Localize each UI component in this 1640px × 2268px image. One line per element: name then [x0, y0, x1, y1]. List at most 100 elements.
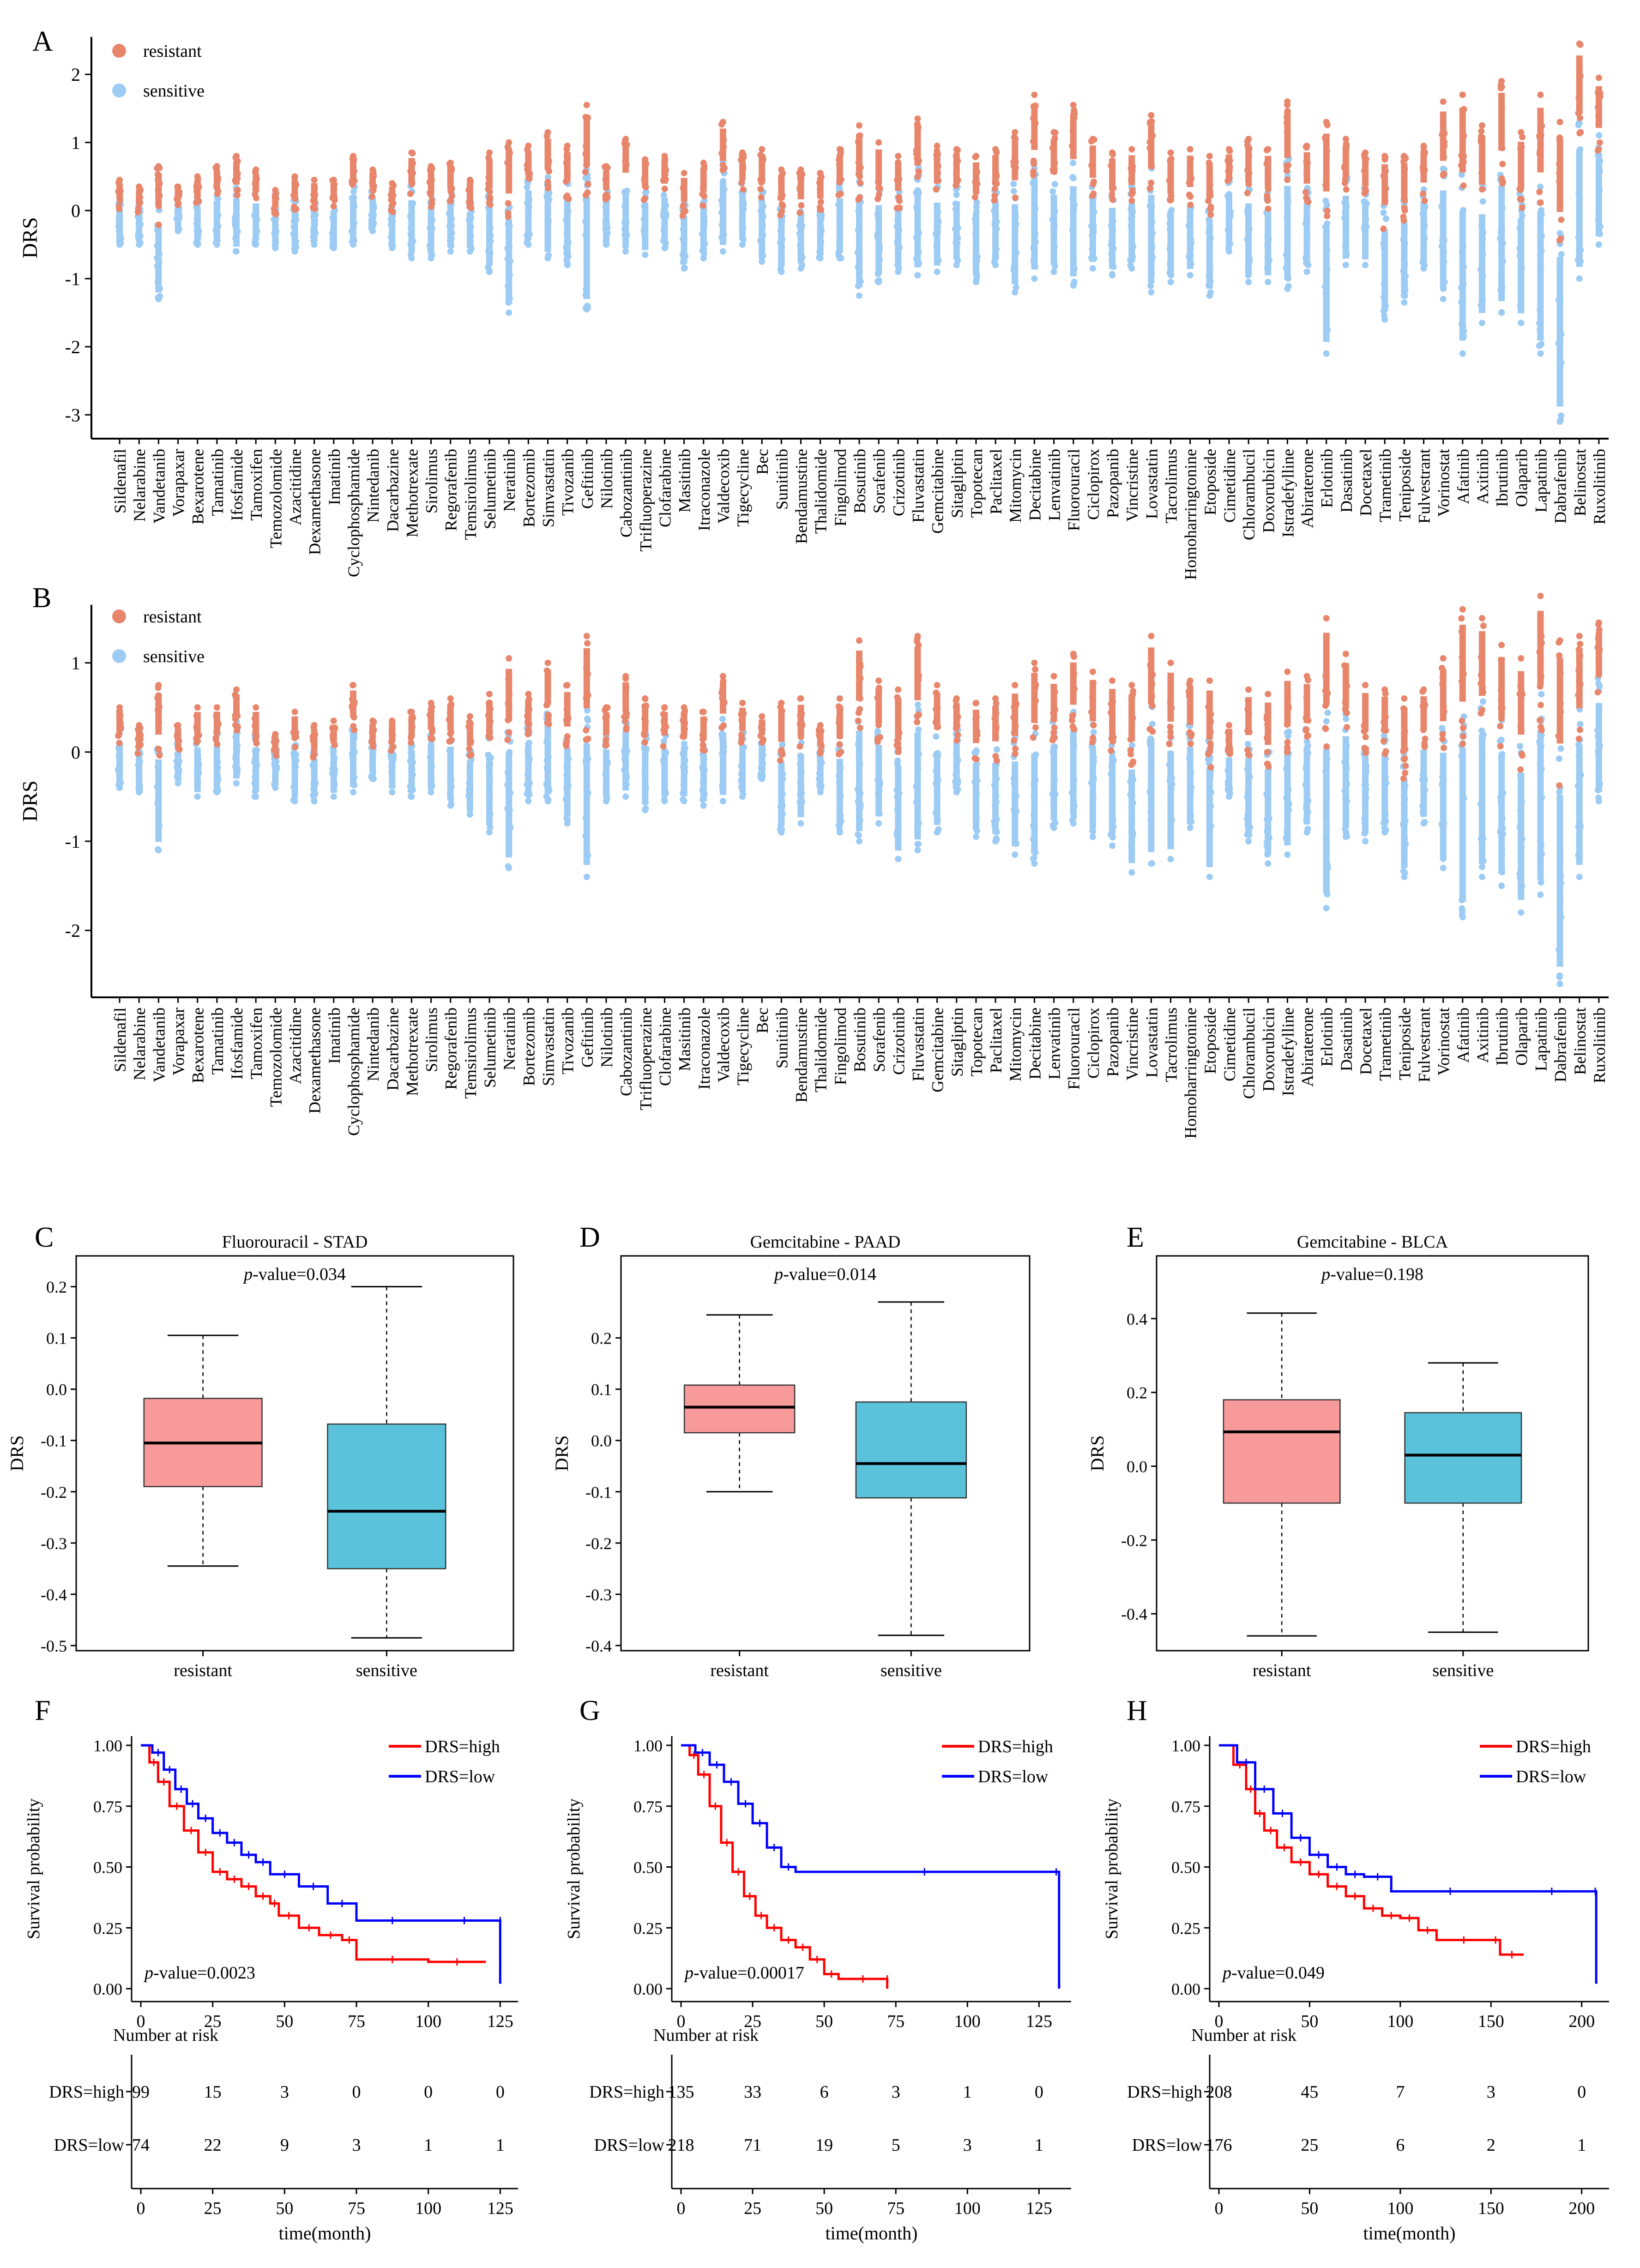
- drug-label-vincristine: Vincristine: [1123, 449, 1141, 522]
- drug-label-cimetidine: Cimetidine: [1220, 1007, 1239, 1081]
- sensitive-dot: [719, 798, 726, 804]
- sensitive-dot: [369, 205, 376, 212]
- sensitive-dot: [115, 222, 122, 229]
- resistant-dot: [1050, 709, 1057, 716]
- resistant-dot: [486, 729, 493, 736]
- sensitive-dot: [1283, 765, 1290, 772]
- drug-label-decitabine: Decitabine: [1025, 1007, 1044, 1080]
- resistant-dot: [1012, 750, 1019, 757]
- y-tick-label: -0.2: [41, 1483, 67, 1502]
- sensitive-dot: [1597, 780, 1604, 787]
- sensitive-dot: [993, 816, 1000, 823]
- sensitive-dot: [1166, 220, 1173, 227]
- sensitive-dot: [1207, 802, 1214, 809]
- drug-label-vorinostat: Vorinostat: [1435, 449, 1453, 517]
- sensitive-dot: [1382, 810, 1389, 817]
- resistant-dot: [389, 180, 396, 187]
- resistant-dot: [1090, 680, 1097, 687]
- sensitive-dot: [1441, 238, 1447, 245]
- resistant-dot: [1148, 163, 1155, 170]
- sensitive-dot: [1109, 238, 1116, 245]
- sensitive-dot: [1244, 789, 1251, 796]
- resistant-dot: [1050, 129, 1057, 136]
- drug-dots-vandetanib: Vandetanib: [150, 163, 168, 524]
- resistant-dot: [466, 713, 473, 720]
- sensitive-dot: [1187, 773, 1194, 780]
- resistant-dot: [1225, 168, 1232, 175]
- resistant-dot: [1187, 740, 1194, 747]
- sensitive-dot: [855, 227, 862, 234]
- resistant-dot: [1264, 748, 1271, 755]
- sensitive-dot: [408, 218, 415, 225]
- resistant-dot: [546, 168, 553, 175]
- resistant-dot: [155, 719, 162, 726]
- sensitive-dot: [115, 228, 122, 235]
- sensitive-dot: [1013, 249, 1019, 256]
- resistant-dot: [1051, 734, 1058, 741]
- sensitive-dot: [855, 832, 862, 838]
- sensitive-dot: [1129, 832, 1136, 839]
- drug-label-vandetanib: Vandetanib: [150, 1007, 168, 1082]
- y-tick-label: -3: [65, 404, 80, 425]
- sensitive-dot: [718, 222, 725, 229]
- resistant-dot: [1147, 661, 1154, 668]
- resistant-dot: [1498, 84, 1505, 90]
- drug-dots-tamatinib: Tamatinib: [208, 704, 227, 1074]
- resistant-dot: [466, 176, 473, 183]
- sensitive-dot: [213, 241, 220, 248]
- resistant-dot: [1538, 639, 1545, 646]
- drug-dots-bosutinib: Bosutinib: [850, 122, 869, 513]
- drug-dots-sunitinib: Sunitinib: [772, 166, 791, 510]
- sensitive-dot: [1110, 757, 1117, 764]
- sensitive-dot: [1341, 214, 1348, 221]
- sensitive-dot: [1225, 248, 1232, 255]
- drug-label-imatinib: Imatinib: [325, 1007, 344, 1064]
- sensitive-dot: [1090, 773, 1097, 780]
- resistant-dot: [855, 718, 862, 724]
- sensitive-dot: [1109, 272, 1116, 279]
- sensitive-dot: [524, 790, 531, 797]
- resistant-dot: [817, 199, 824, 205]
- sensitive-dot: [953, 216, 960, 223]
- resistant-dot: [1321, 134, 1328, 141]
- sensitive-dot: [913, 205, 920, 211]
- resistant-dot: [1109, 196, 1116, 203]
- resistant-dot: [1498, 105, 1505, 112]
- drug-label-cimetidine: Cimetidine: [1220, 449, 1239, 523]
- resistant-dot: [661, 153, 668, 160]
- resistant-dot: [1344, 724, 1351, 730]
- resistant-dot: [155, 203, 162, 210]
- sensitive-dot: [506, 775, 512, 782]
- resistant-dot: [1050, 158, 1057, 165]
- resistant-dot: [817, 169, 824, 176]
- drug-label-crizotinib: Crizotinib: [889, 1007, 908, 1075]
- resistant-dot: [1264, 193, 1271, 199]
- sensitive-dot: [1497, 799, 1504, 806]
- drug-dots-lapatinib: Lapatinib: [1531, 91, 1550, 513]
- sensitive-dot: [836, 773, 843, 780]
- drug-dots-bosutinib: Bosutinib: [850, 637, 869, 1072]
- sensitive-dot: [1382, 773, 1389, 780]
- sensitive-dot: [896, 244, 903, 251]
- sensitive-dot: [448, 229, 455, 236]
- resistant-dot: [836, 179, 843, 186]
- sensitive-dot: [662, 790, 669, 796]
- y-tick-label: -0.2: [1121, 1531, 1147, 1550]
- sensitive-dot: [1440, 810, 1447, 817]
- resistant-dot: [914, 115, 921, 122]
- sensitive-dot: [738, 783, 745, 790]
- resistant-dot: [1012, 702, 1019, 709]
- resistant-dot: [1167, 149, 1174, 156]
- resistant-dot: [602, 192, 609, 199]
- sensitive-dot: [252, 773, 259, 780]
- sensitive-dot: [933, 733, 940, 740]
- sensitive-dot: [1013, 221, 1019, 228]
- sensitive-dot: [835, 248, 842, 255]
- resistant-dot: [506, 655, 512, 662]
- drug-dots-tivozanib: Tivozanib: [559, 142, 577, 516]
- sensitive-dot: [447, 796, 454, 802]
- drug-dots-fingolimod: Fingolimod: [831, 146, 850, 526]
- resistant-dot: [331, 193, 338, 199]
